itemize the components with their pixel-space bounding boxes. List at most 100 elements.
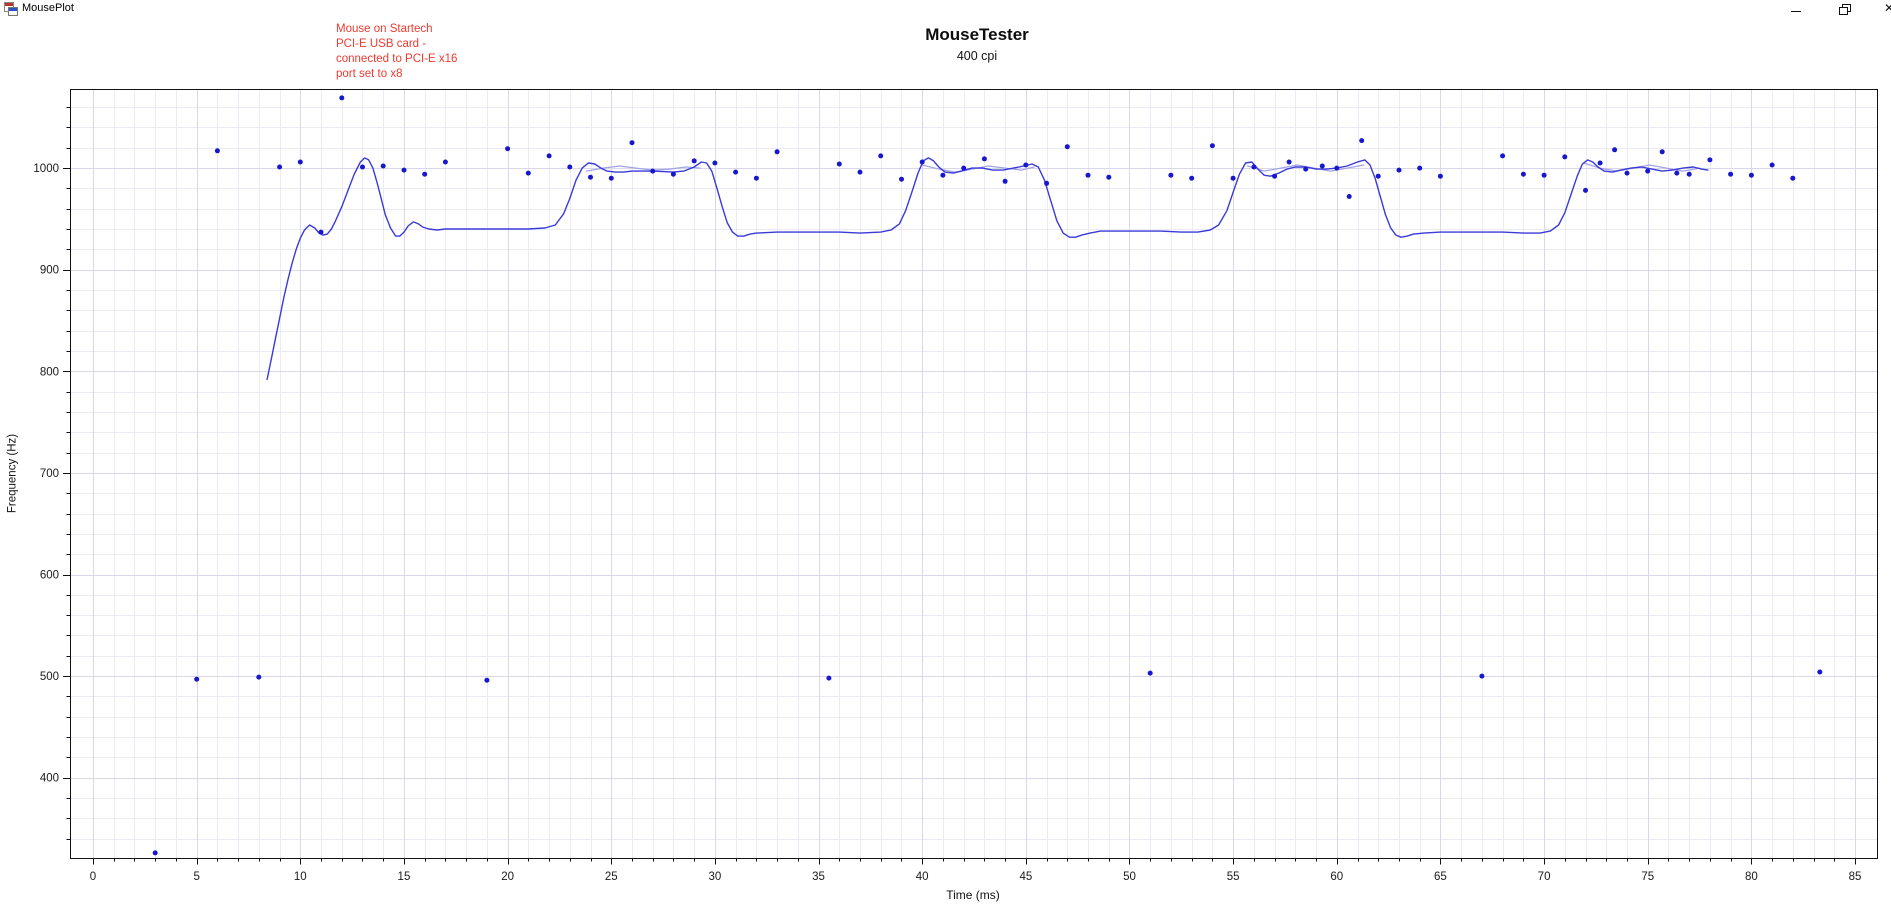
data-point xyxy=(961,165,967,171)
data-point xyxy=(836,161,842,167)
chart-title: MouseTester xyxy=(925,25,1029,44)
data-point xyxy=(1168,172,1174,178)
maximize-restore-button[interactable] xyxy=(1829,0,1859,17)
data-point xyxy=(733,169,739,175)
x-tick-label: 0 xyxy=(90,871,96,883)
data-point xyxy=(1674,170,1680,176)
frequency-fit-path xyxy=(266,157,1709,381)
data-point xyxy=(1346,194,1352,199)
data-point xyxy=(629,140,635,146)
secondary-fit-path xyxy=(585,165,701,172)
data-point xyxy=(1562,154,1568,160)
x-tick-label: 10 xyxy=(294,871,307,883)
x-tick-label: 30 xyxy=(708,871,721,883)
data-point xyxy=(940,172,946,178)
x-tick-label: 45 xyxy=(1019,871,1032,883)
data-point xyxy=(1147,670,1153,676)
data-point xyxy=(401,167,407,173)
data-point xyxy=(1251,164,1257,170)
data-point xyxy=(753,175,759,181)
data-point xyxy=(981,156,987,162)
app-icon xyxy=(4,2,18,16)
y-tick-label: 1000 xyxy=(33,163,59,175)
data-point xyxy=(1624,170,1630,176)
data-point xyxy=(1437,173,1443,179)
data-point xyxy=(339,95,345,101)
data-point xyxy=(899,176,904,182)
data-point xyxy=(857,169,863,175)
x-tick-label: 55 xyxy=(1227,871,1240,883)
y-tick-label: 600 xyxy=(40,570,59,582)
axis-tick-labels: 0 5 10 15 20 25 30 35 40 45 50 55 60 65 70 75 80 85 400 500… xyxy=(33,163,1861,883)
app-icon-front-window xyxy=(8,7,18,16)
data-point xyxy=(525,170,531,176)
plot-border xyxy=(70,89,1878,859)
data-point xyxy=(442,159,448,165)
data-point xyxy=(588,174,593,180)
data-point xyxy=(1359,138,1365,144)
series-frequency-fit xyxy=(266,157,1709,381)
x-tick-label: 65 xyxy=(1434,871,1447,883)
data-point xyxy=(567,164,573,170)
x-tick-label: 40 xyxy=(916,871,929,883)
x-tick-label: 20 xyxy=(501,871,514,883)
x-tick-label: 50 xyxy=(1123,871,1136,883)
data-point xyxy=(1002,178,1008,184)
data-point xyxy=(1520,171,1526,177)
data-point xyxy=(1728,171,1734,177)
data-point xyxy=(878,153,884,159)
close-icon: ✕ xyxy=(1883,1,1891,15)
data-point xyxy=(1064,144,1070,150)
data-point xyxy=(1769,162,1775,168)
data-point xyxy=(1659,149,1665,155)
data-point xyxy=(1334,165,1340,171)
y-tick-label: 500 xyxy=(40,671,59,683)
data-point xyxy=(1209,143,1215,149)
data-point xyxy=(1790,175,1796,181)
gridlines-major xyxy=(70,89,1877,858)
close-button[interactable]: ✕ xyxy=(1874,0,1891,17)
y-tick-label: 900 xyxy=(40,265,59,277)
data-point xyxy=(194,676,200,682)
data-point xyxy=(1612,147,1618,153)
data-point xyxy=(1375,173,1381,179)
series-reports xyxy=(152,95,1823,856)
data-point xyxy=(712,160,718,166)
data-point xyxy=(505,146,511,152)
chart-subtitle: 400 cpi xyxy=(956,49,998,63)
data-point xyxy=(1286,159,1292,165)
data-point xyxy=(214,148,220,154)
x-tick-label: 15 xyxy=(398,871,411,883)
data-point xyxy=(1319,163,1325,169)
data-point xyxy=(670,171,676,177)
y-tick-label: 800 xyxy=(40,366,59,378)
x-tick-label: 25 xyxy=(605,871,618,883)
data-point xyxy=(1500,153,1506,159)
y-axis-title: Frequency (Hz) xyxy=(6,433,19,514)
data-point xyxy=(1645,168,1651,174)
x-tick-label: 85 xyxy=(1849,871,1862,883)
data-point xyxy=(1748,172,1754,178)
data-point xyxy=(422,171,428,177)
data-point xyxy=(691,158,697,164)
axis-ticks xyxy=(63,107,1856,865)
data-point xyxy=(1272,173,1278,179)
data-point xyxy=(1541,172,1547,178)
data-point xyxy=(256,674,262,680)
data-point xyxy=(1044,180,1050,186)
data-point xyxy=(1189,175,1195,181)
x-axis-title: Time (ms) xyxy=(946,888,1000,902)
minimize-button[interactable] xyxy=(1781,0,1811,17)
data-point xyxy=(1817,669,1823,675)
data-point xyxy=(318,229,324,235)
data-point xyxy=(650,168,656,174)
data-point xyxy=(546,153,552,159)
data-point xyxy=(1707,157,1713,163)
data-point xyxy=(826,675,832,681)
data-point xyxy=(1597,160,1603,166)
series-secondary-fit xyxy=(585,162,1701,173)
data-point xyxy=(297,159,303,165)
restore-icon xyxy=(1838,3,1851,15)
data-point xyxy=(1106,174,1112,180)
